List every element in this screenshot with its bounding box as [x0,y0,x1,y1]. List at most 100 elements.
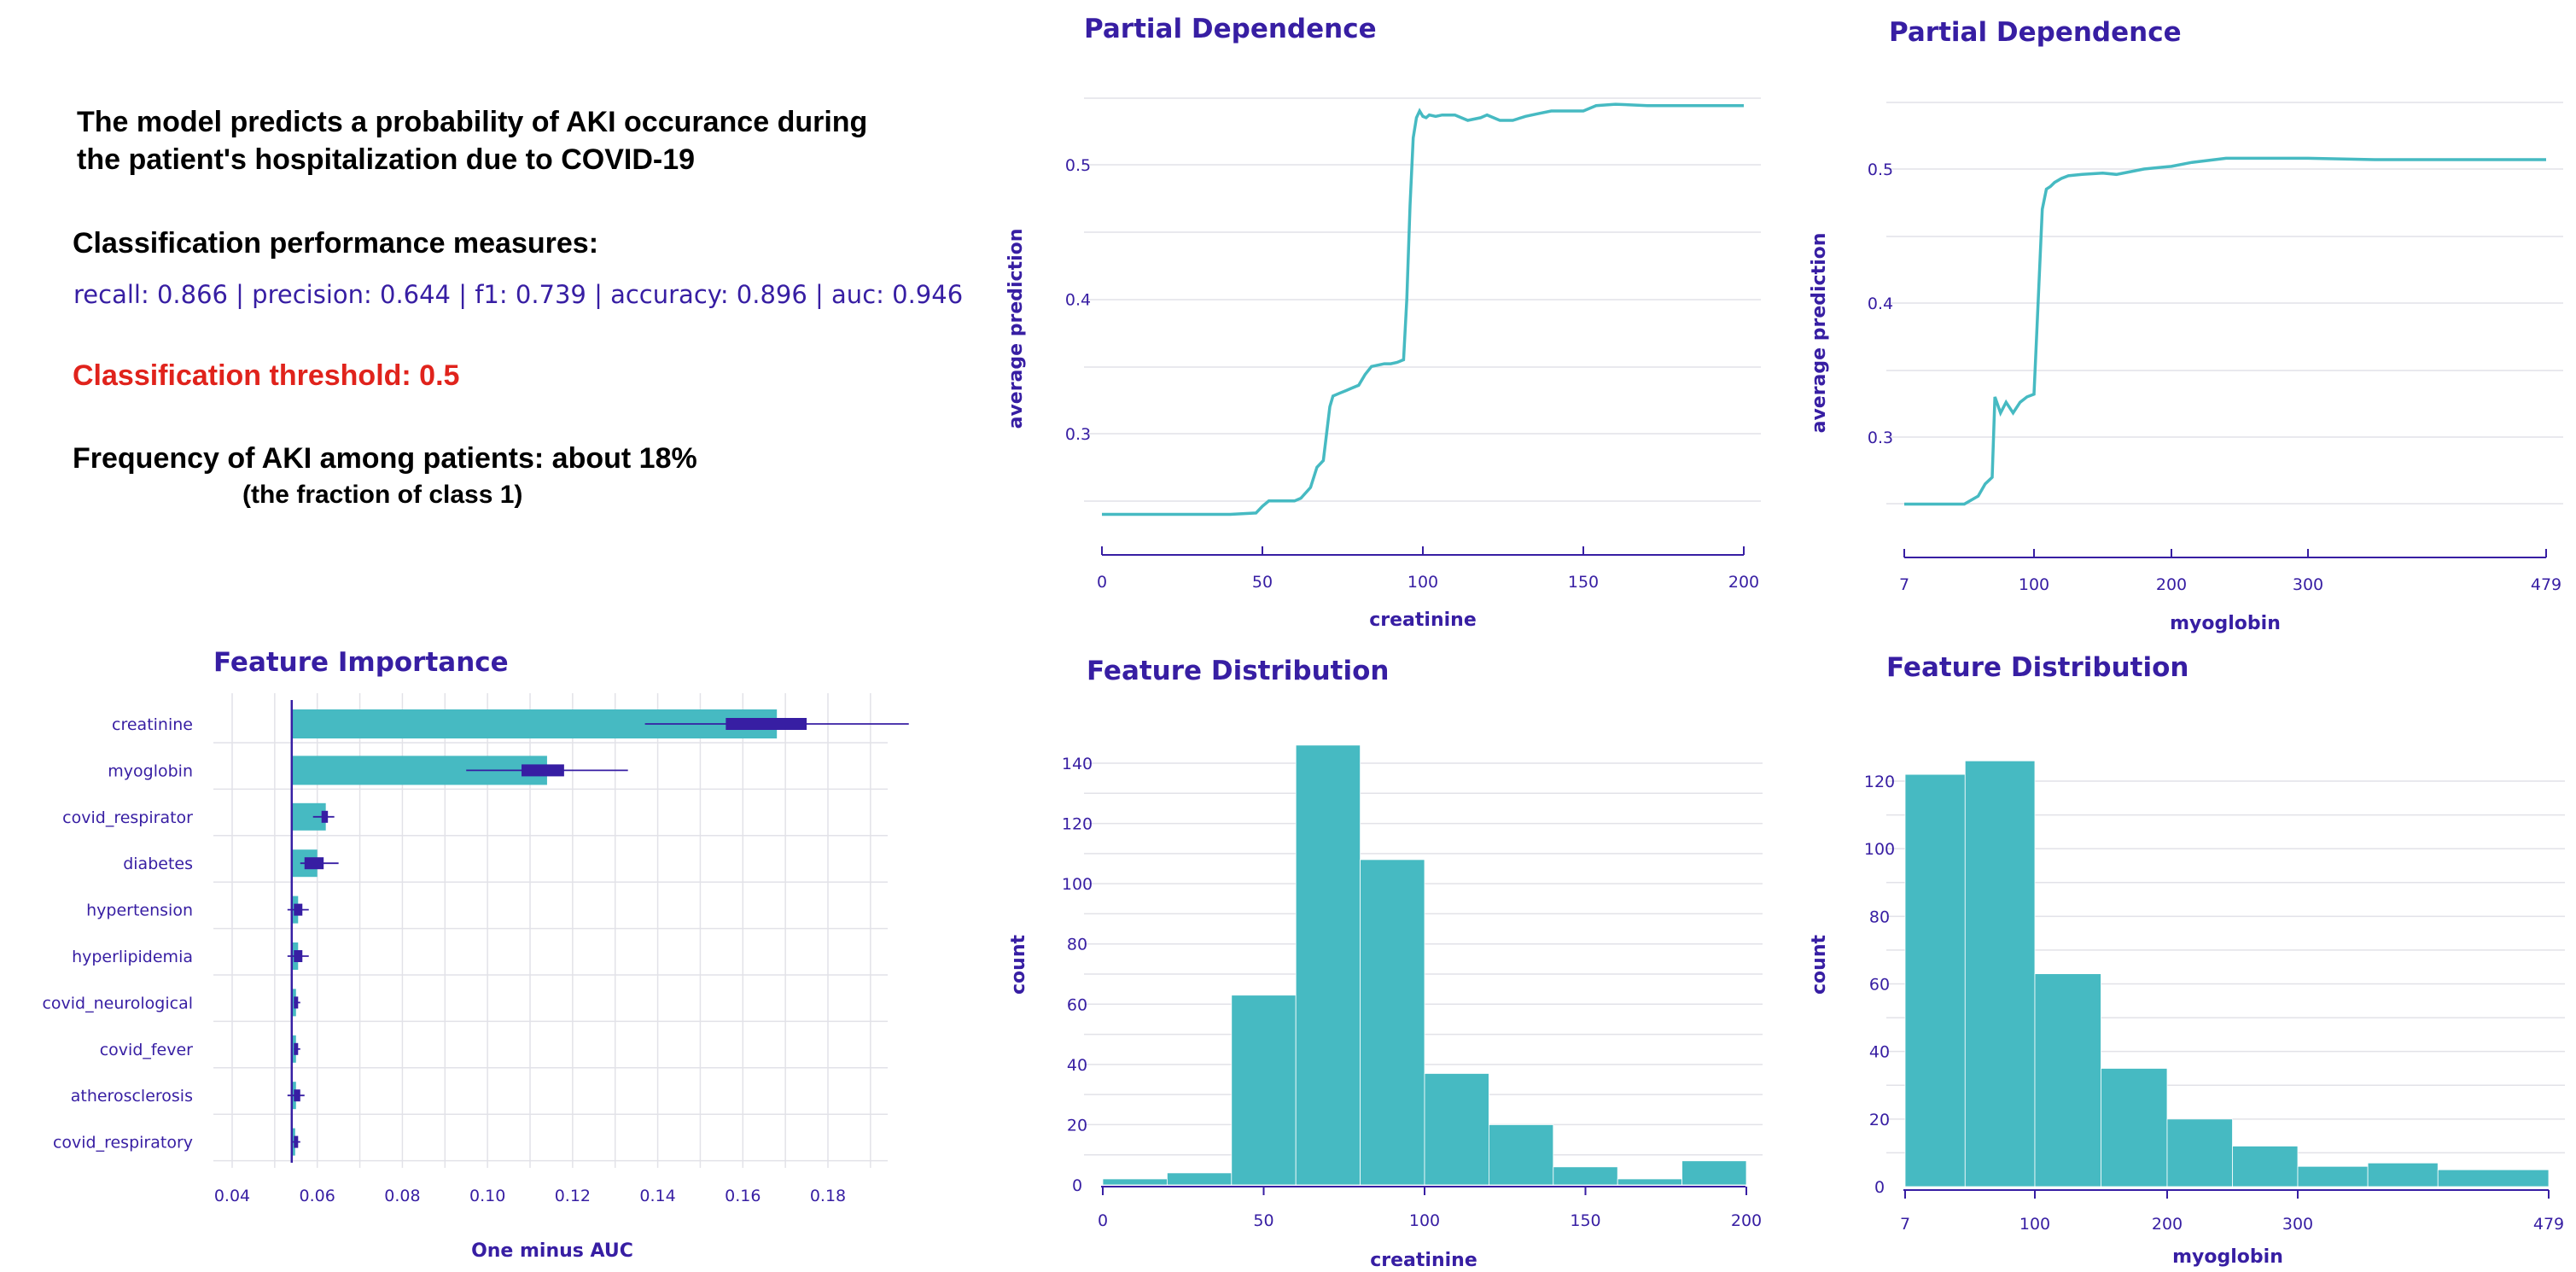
x-tick-label: 0.04 [214,1187,250,1205]
histogram-bar [2232,1146,2299,1187]
histogram-bar [1489,1124,1554,1186]
feature-importance-chart: Feature Importance creatinine myoglobin co… [42,647,909,1262]
y-tick-label: 0 [1874,1178,1885,1197]
x-tick-label: 200 [2156,575,2187,594]
histogram-bar [2297,1165,2369,1187]
histogram-bar [1964,760,2036,1187]
importance-box [304,857,324,870]
x-tick-label: 50 [1253,1211,1273,1230]
x-tick-label: 100 [1407,573,1438,592]
y-axis-label: average prediction [1809,233,1830,434]
x-tick-label: 479 [2533,1215,2564,1234]
classification-threshold: Classification threshold: 0.5 [73,359,460,392]
x-tick-label: 479 [2531,575,2561,594]
histogram-bar [1904,773,1966,1187]
pd-line [1102,102,1744,516]
importance-box [294,1135,299,1148]
x-tick-label: 0.14 [639,1187,675,1205]
histogram-bar [1360,859,1425,1186]
x-tick-label: 0.06 [300,1187,335,1205]
feature-label: myoglobin [108,761,193,780]
y-tick-label: 0.5 [1868,160,1893,179]
x-axis-label: myoglobin [2170,613,2281,634]
importance-box [294,903,303,916]
x-tick-label: 0.08 [384,1187,420,1205]
feature-label: covid_neurological [42,994,193,1012]
histogram-bar [1617,1178,1683,1186]
x-tick-label: 100 [2019,1215,2050,1234]
y-tick-label: 140 [1062,755,1093,773]
x-tick-label: 200 [1728,573,1759,592]
y-tick-label: 40 [1869,1043,1890,1062]
y-tick-label: 20 [1067,1116,1087,1135]
x-tick-label: 300 [2293,575,2323,594]
y-tick-label: 0.4 [1868,295,1893,313]
histogram-bar [2367,1162,2439,1187]
importance-box [294,950,303,962]
performance-title: Classification performance measures: [73,227,599,260]
y-tick-label: 0.3 [1868,429,1893,447]
chart-title: Partial Dependence [1084,14,1377,44]
x-tick-label: 7 [1900,1215,1910,1234]
x-axis-label: creatinine [1369,610,1477,631]
importance-box [726,718,807,730]
feature-label: covid_fever [100,1041,193,1059]
x-tick-label: 200 [1731,1211,1762,1230]
dist-creatinine-chart: Feature Distribution 020406080100120140 … [1008,656,1763,1271]
y-tick-label: 120 [1062,815,1093,834]
feature-label: hypertension [86,901,193,920]
histogram-bar [1295,744,1361,1186]
feature-label: hyperlipidemia [72,948,193,966]
x-tick-label: 0 [1097,573,1107,592]
feature-label: atherosclerosis [71,1087,193,1106]
histogram-bar [1231,995,1297,1186]
dist-myoglobin-chart: Feature Distribution 0 20 40 60 80 100 120 7 10… [1809,652,2565,1268]
y-tick-label: 100 [1864,840,1895,859]
x-tick-label: 0 [1098,1211,1108,1230]
pd-creatinine-chart: Partial Dependence 0.3 0.4 0.5 0 50 100 150 20… [1005,14,1761,631]
importance-box [321,810,329,823]
y-tick-label: 120 [1864,773,1895,791]
y-tick-label: 0 [1072,1176,1082,1195]
y-tick-label: 20 [1869,1111,1890,1129]
histogram-bar [2166,1118,2233,1187]
chart-title: Feature Importance [213,647,509,678]
importance-box [522,764,564,777]
x-tick-label: 50 [1252,573,1273,592]
x-tick-label: 300 [2282,1215,2313,1234]
feature-label: covid_respiratory [53,1134,193,1152]
x-tick-label: 0.10 [469,1187,505,1205]
x-tick-label: 7 [1899,575,1909,594]
x-tick-label: 150 [1568,573,1599,592]
histogram-bar [1166,1172,1233,1186]
chart-title: Feature Distribution [1886,652,2188,683]
histogram-bar [1102,1178,1168,1186]
histogram-bar [1424,1073,1489,1186]
x-tick-label: 0.16 [725,1187,761,1205]
aki-frequency-note: (the fraction of class 1) [242,481,523,509]
y-axis-label: count [1008,935,1029,995]
x-axis-label: myoglobin [2172,1246,2283,1268]
y-tick-label: 40 [1067,1056,1087,1075]
x-axis-label: One minus AUC [471,1240,633,1262]
y-tick-label: 0.4 [1065,291,1091,310]
histogram-bar [1553,1166,1618,1186]
pd-myoglobin-chart: Partial Dependence 0.3 0.4 0.5 7 100 200 300 4… [1809,17,2563,634]
x-tick-label: 0.18 [810,1187,846,1205]
y-tick-label: 0.5 [1065,156,1091,175]
performance-values: recall: 0.866 | precision: 0.644 | f1: 0… [73,280,964,309]
x-tick-label: 200 [2152,1215,2183,1234]
chart-title: Feature Distribution [1087,656,1389,686]
feature-label: creatinine [112,715,193,734]
importance-box [294,996,299,1009]
x-tick-label: 100 [1409,1211,1440,1230]
x-tick-label: 100 [2019,575,2049,594]
y-tick-label: 80 [1067,936,1087,954]
y-axis-label: count [1809,935,1830,995]
histogram-bar [2034,973,2101,1187]
histogram-bar [2437,1169,2550,1187]
model-description-line-2: the patient's hospitalization due to COV… [77,143,696,176]
y-tick-label: 60 [1067,995,1087,1014]
y-tick-label: 60 [1869,976,1890,995]
y-tick-label: 80 [1869,907,1890,926]
